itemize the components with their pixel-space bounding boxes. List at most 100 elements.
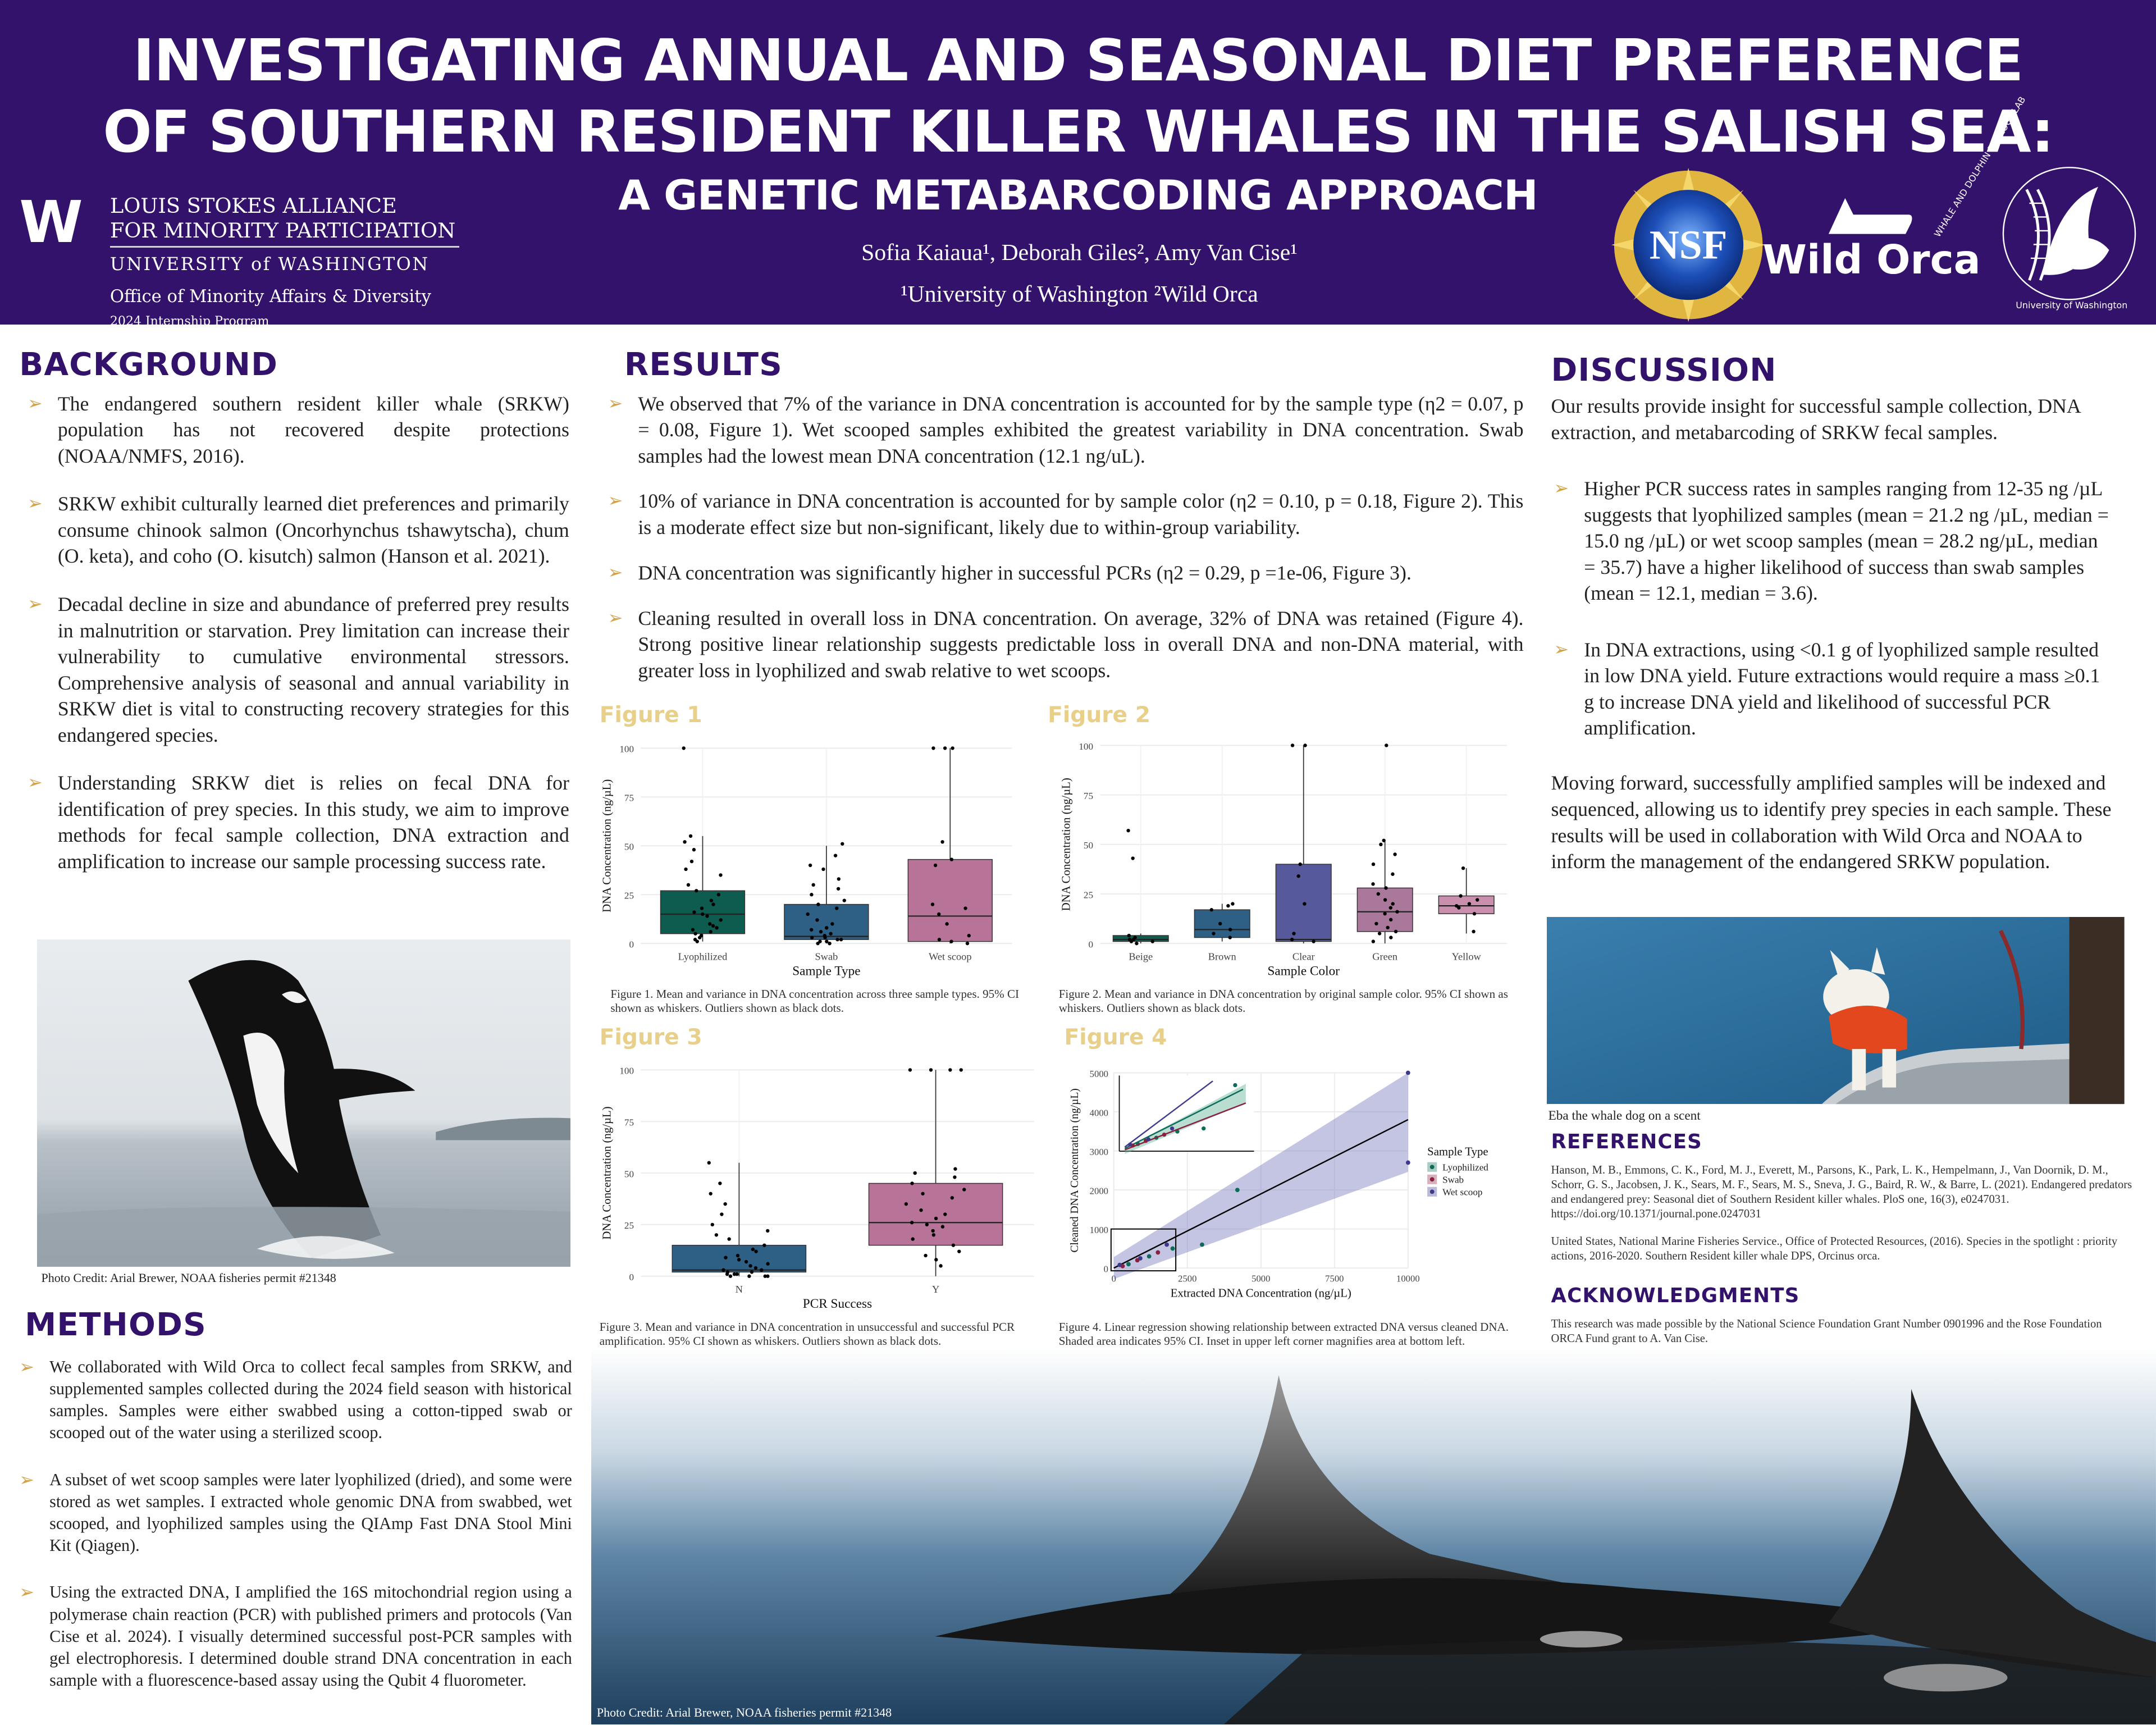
- data-point: [841, 842, 844, 846]
- results-item: 10% of variance in DNA concentration is …: [605, 488, 1523, 540]
- data-point: [1231, 902, 1235, 906]
- box-y: [868, 1183, 1003, 1246]
- figure-2-caption: Figure 2. Mean and variance in DNA conce…: [1058, 987, 1508, 1015]
- data-point: [835, 906, 839, 910]
- data-point: [762, 1243, 766, 1247]
- methods-item: Using the extracted DNA, I amplified the…: [16, 1581, 572, 1691]
- data-point: [1388, 906, 1392, 910]
- background-item: SRKW exhibit culturally learned diet pre…: [25, 491, 569, 569]
- data-point: [933, 863, 938, 868]
- bottom-photo-credit: Photo Credit: Arial Brewer, NOAA fisheri…: [596, 1705, 892, 1719]
- x-tick-label: Beige: [1129, 951, 1153, 962]
- x-axis-label: PCR Success: [803, 1297, 872, 1311]
- orca-photo-credit: Photo Credit: Arial Brewer, NOAA fisheri…: [41, 1270, 336, 1285]
- data-point: [725, 1272, 729, 1276]
- data-point: [691, 928, 695, 932]
- data-point: [1459, 894, 1463, 898]
- data-point: [751, 1247, 755, 1252]
- wild-orca-logo-text: Wild Orca: [1762, 236, 1981, 284]
- data-point: [934, 1258, 938, 1262]
- data-point: [1226, 903, 1230, 908]
- inset-data-point: [1170, 1126, 1175, 1131]
- data-point: [945, 922, 949, 926]
- data-point: [1155, 1250, 1161, 1255]
- background-item: Understanding SRKW diet is relies on fec…: [25, 770, 569, 874]
- legend-label: Swab: [1442, 1174, 1464, 1185]
- data-point: [1290, 743, 1295, 747]
- discussion-intro: Our results provide insight for successf…: [1551, 395, 2080, 444]
- x-tick-label: Lyophilized: [678, 951, 728, 962]
- methods-heading: METHODS: [25, 1306, 207, 1343]
- y-tick-label: 100: [619, 744, 634, 755]
- data-point: [931, 1229, 935, 1233]
- discussion-item: Higher PCR success rates in samples rang…: [1551, 476, 2112, 606]
- data-point: [719, 918, 723, 922]
- inset-data-point: [1162, 1132, 1167, 1137]
- box-wet-scoop: [907, 859, 993, 942]
- orca-surfacing-photo: [591, 1348, 2156, 1725]
- data-point: [931, 746, 935, 750]
- y-tick-label: 2000: [1090, 1185, 1108, 1196]
- title-line-3: A GENETIC METABARCODING APPROACH: [618, 172, 1538, 220]
- data-point: [711, 924, 715, 928]
- data-point: [937, 937, 942, 942]
- y-axis-label: DNA Concentration (ng/µL): [600, 1106, 613, 1239]
- data-point: [823, 935, 827, 939]
- x-tick-label: Swab: [815, 951, 838, 962]
- y-tick-label: 75: [624, 1117, 634, 1128]
- figure-4-caption: Figure 4. Linear regression showing rela…: [1058, 1320, 1509, 1348]
- reference-2: United States, National Marine Fisheries…: [1551, 1235, 2118, 1263]
- y-tick-label: 50: [1084, 840, 1093, 851]
- data-point: [1388, 918, 1393, 921]
- data-point: [720, 1212, 724, 1216]
- data-point: [825, 939, 829, 943]
- data-point: [904, 1202, 908, 1206]
- data-point: [919, 1208, 923, 1212]
- data-point: [744, 1259, 748, 1264]
- data-point: [711, 902, 715, 906]
- data-point: [1129, 939, 1134, 943]
- data-point: [1383, 911, 1387, 916]
- y-tick-label: 5000: [1090, 1069, 1108, 1079]
- uw-logo-line1: LOUIS STOKES ALLIANCE: [109, 194, 397, 218]
- uw-logo-line2: FOR MINORITY PARTICIPATION: [109, 218, 456, 243]
- data-point: [934, 1216, 938, 1220]
- dog-photo-caption: Eba the whale dog on a scent: [1548, 1108, 1701, 1123]
- y-tick-label: 25: [1084, 889, 1093, 900]
- data-point: [1303, 743, 1307, 747]
- data-point: [815, 918, 819, 922]
- y-tick-label: 0: [629, 1272, 634, 1283]
- data-point: [1457, 906, 1461, 910]
- acknowledgments-text: This research was made possible by the N…: [1551, 1318, 2102, 1345]
- box-green: [1356, 887, 1413, 932]
- data-point: [710, 1222, 714, 1227]
- figure-3-chart: 0 25 50 75 100 N Y PCR Success DNA Concentration…: [600, 1066, 1034, 1311]
- background-item: The endangered southern resident killer …: [25, 391, 569, 469]
- data-point: [821, 867, 825, 871]
- data-point: [1199, 1242, 1204, 1247]
- legend-marker: [1429, 1165, 1435, 1169]
- data-point: [766, 1274, 770, 1278]
- uw-logo: LOUIS STOKES ALLIANCE FOR MINORITY PARTI…: [110, 194, 455, 334]
- title-line-1: INVESTIGATING ANNUAL AND SEASONAL DIET P…: [133, 27, 2023, 94]
- data-point: [816, 941, 820, 946]
- y-tick-label: 0: [1088, 939, 1093, 950]
- y-tick-label: 3000: [1090, 1147, 1108, 1157]
- data-point: [1371, 882, 1375, 886]
- x-axis-label: Sample Type: [792, 964, 860, 978]
- data-point: [816, 902, 820, 906]
- data-point: [910, 1220, 914, 1225]
- data-point: [950, 1195, 954, 1200]
- box-brown: [1194, 909, 1250, 938]
- data-point: [683, 839, 687, 844]
- legend-label: Lyophilized: [1442, 1162, 1488, 1172]
- figure-3-label: Figure 3: [599, 1024, 702, 1050]
- y-axis-label: DNA Concentration (ng/µL): [1059, 778, 1072, 911]
- data-point: [750, 1270, 754, 1274]
- data-point: [689, 859, 694, 864]
- inset-data-point: [1202, 1126, 1206, 1131]
- figure-4-label: Figure 4: [1064, 1024, 1167, 1050]
- x-tick-label: 0: [1112, 1273, 1116, 1284]
- data-point: [1389, 935, 1393, 939]
- y-axis-label: DNA Concentration (ng/µL): [600, 779, 613, 912]
